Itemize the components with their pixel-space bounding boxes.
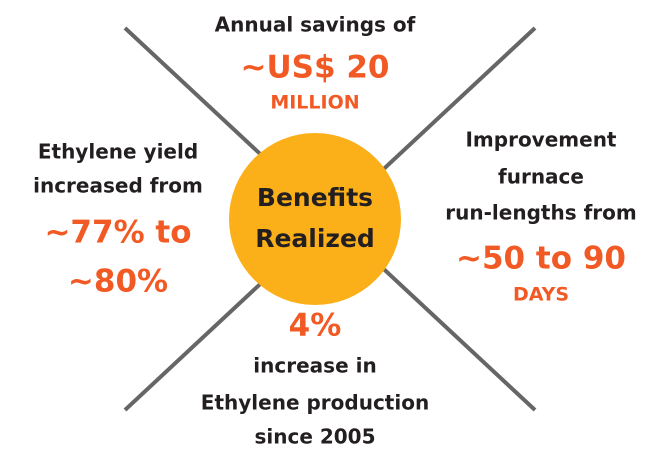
bottom-highlight: 4%	[289, 308, 342, 344]
top-text: Annual savings of	[215, 13, 416, 37]
left-highlight: ~80%	[68, 264, 168, 300]
center-text: Benefits	[257, 183, 373, 212]
center-circle	[229, 133, 401, 305]
right-text: Improvement	[465, 128, 616, 152]
right-highlight: ~50 to 90	[456, 241, 626, 277]
right-text: furnace	[498, 165, 584, 189]
right-text: run-lengths from	[445, 201, 636, 225]
center-text: Realized	[255, 224, 375, 253]
left-text: Ethylene yield	[38, 140, 198, 164]
top-highlight: ~US$ 20	[241, 50, 390, 86]
left-text: increased from	[33, 174, 203, 198]
left-highlight: ~77% to	[44, 215, 191, 251]
bottom-text: since 2005	[254, 425, 375, 449]
bottom-text: increase in	[253, 354, 376, 378]
bottom-text: Ethylene production	[201, 391, 429, 415]
top-unit: MILLION	[270, 92, 359, 114]
right-unit: DAYS	[513, 284, 569, 306]
